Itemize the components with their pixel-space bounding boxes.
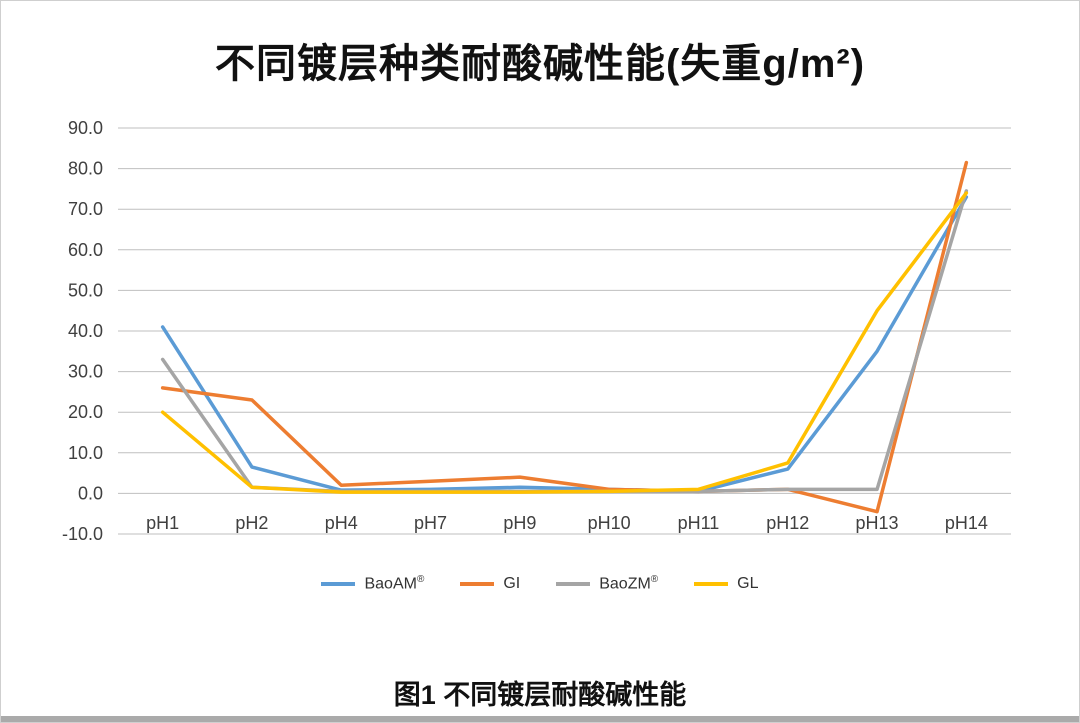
x-axis-tick-label: pH9 [503,513,536,533]
legend-label-gi: GI [503,574,521,592]
legend-label-baoam: BaoAM® [364,574,425,593]
series-line-baoam [160,195,969,494]
x-axis-tick-label: pH2 [235,513,268,533]
registered-mark: ® [416,574,425,585]
y-axis-tick-label: 50.0 [68,280,103,300]
y-axis-tick-label: 60.0 [68,240,103,260]
x-axis-tick-label: pH1 [146,513,179,533]
x-axis-tick-label: pH12 [766,513,809,533]
y-axis-tick-label: 0.0 [78,483,103,503]
legend-swatch-gi [460,581,495,586]
x-axis-tick-label: pH7 [414,513,447,533]
x-axis-tick-label: pH14 [945,513,988,533]
figure-caption: 图1 不同镀层耐酸碱性能 [393,680,687,710]
y-axis-tick-label: -10.0 [62,524,103,544]
y-axis-tick-label: 10.0 [68,443,103,463]
legend-item-baozm: BaoZM® [556,574,658,593]
series-line-gi [160,160,969,514]
series-line-gl [160,191,969,494]
x-axis-tick-label: pH11 [678,513,720,533]
legend-swatch-baoam [321,581,356,586]
chart-title: 不同镀层种类耐酸碱性能(失重g/m²) [214,42,866,86]
x-axis-tick-label: pH13 [856,513,899,533]
legend-item-gl: GL [694,574,759,593]
y-axis-tick-label: 70.0 [68,199,103,219]
x-axis-tick-label: pH4 [325,513,358,533]
registered-mark: ® [650,574,659,585]
x-axis-tick-label: pH10 [588,513,631,533]
legend-label-gl: GL [737,574,759,592]
legend-swatch-baozm [556,581,591,586]
y-axis-tick-label: 40.0 [68,321,103,341]
legend-item-gi: GI [460,575,520,593]
legend-label-baozm: BaoZM® [599,574,659,593]
chart-legend: BaoAM® GI BaoZM® GL [1,574,1079,593]
y-axis-tick-label: 20.0 [68,402,103,422]
bottom-edge-strip [1,716,1079,722]
y-axis-tick-label: 90.0 [68,118,103,138]
series-line-baozm [160,189,969,494]
legend-item-baoam: BaoAM® [321,574,424,593]
y-axis-tick-label: 30.0 [68,362,103,382]
y-axis-tick-label: 80.0 [68,159,103,179]
legend-swatch-gl [694,581,729,586]
